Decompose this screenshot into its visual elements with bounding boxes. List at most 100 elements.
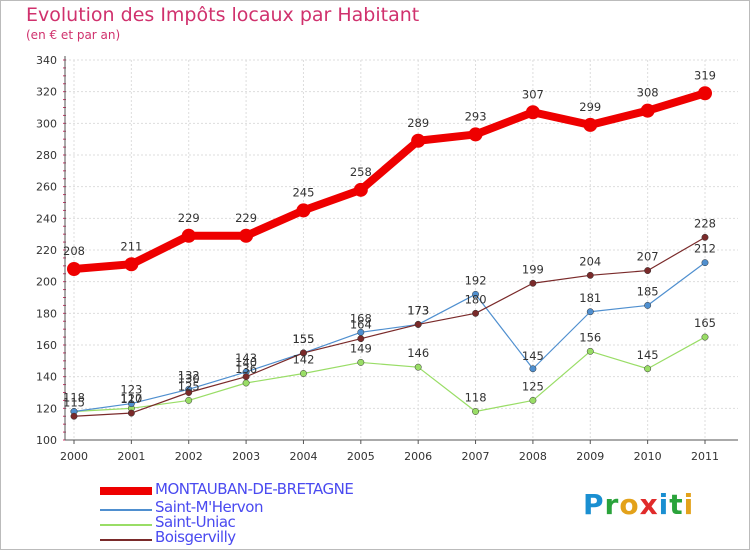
- data-label: 258: [350, 165, 372, 179]
- data-label: 117: [120, 392, 142, 406]
- data-label: 146: [407, 346, 429, 360]
- data-label: 289: [407, 116, 429, 130]
- data-label: 185: [637, 284, 659, 298]
- data-point: [242, 379, 250, 387]
- data-point: [67, 262, 81, 276]
- legend-swatch: [100, 509, 152, 511]
- data-label: 319: [694, 68, 716, 82]
- data-point: [583, 117, 598, 132]
- x-tick-label: 2010: [634, 450, 662, 463]
- data-label: 130: [178, 372, 200, 386]
- data-label: 168: [350, 311, 372, 325]
- series-lines: [67, 86, 712, 420]
- y-tick-label: 200: [36, 276, 57, 289]
- data-point: [586, 308, 594, 316]
- data-point: [414, 363, 422, 371]
- data-point: [468, 127, 483, 142]
- axes: 100 120 140 160 180 200 220 240 260 280 300 320 340 2…: [36, 54, 738, 463]
- data-point: [529, 279, 537, 287]
- data-point: [529, 365, 537, 373]
- grid-lines: [65, 59, 738, 441]
- data-point: [185, 389, 193, 396]
- data-point: [70, 412, 78, 420]
- data-label: 181: [579, 291, 601, 305]
- data-label: 173: [407, 303, 429, 317]
- data-label: 229: [235, 211, 257, 225]
- data-point: [529, 396, 537, 404]
- data-point: [414, 320, 422, 328]
- y-tick-label: 100: [36, 434, 57, 447]
- data-label: 145: [522, 349, 544, 363]
- data-point: [472, 408, 479, 415]
- data-point: [472, 290, 479, 298]
- y-tick-label: 280: [36, 149, 57, 162]
- y-tick-label: 120: [36, 402, 57, 415]
- data-point: [644, 301, 652, 309]
- data-point: [525, 105, 540, 120]
- series-line: [73, 236, 706, 417]
- data-label: 199: [522, 262, 544, 276]
- data-label: 307: [522, 87, 544, 101]
- data-label: 136: [235, 362, 257, 376]
- data-point: [239, 228, 254, 243]
- data-point: [698, 86, 712, 101]
- data-point: [357, 358, 365, 366]
- data-point: [127, 409, 135, 417]
- x-tick-label: 2006: [404, 450, 432, 463]
- data-point: [127, 400, 135, 408]
- data-label: 140: [235, 356, 257, 370]
- series-line: [73, 262, 706, 413]
- y-tick-label: 340: [36, 54, 57, 67]
- chart-title: Evolution des Impôts locaux par Habitant: [26, 4, 420, 26]
- data-label: 211: [120, 239, 142, 253]
- data-label: 115: [63, 395, 85, 409]
- data-label: 207: [637, 250, 659, 264]
- y-tick-label: 160: [36, 339, 57, 352]
- data-point: [701, 233, 709, 241]
- legend-swatch: [100, 539, 152, 541]
- data-label: 204: [579, 254, 601, 268]
- y-tick-label: 300: [36, 117, 57, 130]
- data-label: 155: [292, 332, 314, 346]
- data-point: [296, 203, 311, 218]
- data-label: 145: [637, 348, 659, 362]
- x-tick-label: 2004: [289, 450, 317, 463]
- data-point: [472, 309, 479, 317]
- data-label: 165: [694, 316, 716, 330]
- data-point: [181, 228, 196, 243]
- data-point: [586, 347, 594, 355]
- legend-label: Boisgervilly: [155, 528, 236, 546]
- proxiti-logo: Proxiti: [583, 488, 694, 521]
- data-point: [124, 257, 139, 272]
- y-tick-label: 180: [36, 307, 57, 320]
- data-point: [644, 267, 652, 275]
- data-label: 149: [350, 341, 372, 355]
- x-tick-label: 2009: [576, 450, 604, 463]
- data-point: [701, 333, 709, 341]
- y-tick-label: 220: [36, 244, 57, 257]
- data-label: 180: [465, 292, 487, 306]
- logo-letter: i: [683, 488, 695, 521]
- data-label: 208: [63, 244, 85, 258]
- data-label: 125: [522, 379, 544, 393]
- data-label: 123: [120, 383, 142, 397]
- data-point: [701, 259, 709, 267]
- data-label: 228: [694, 216, 716, 230]
- y-tick-label: 140: [36, 371, 57, 384]
- data-label: 293: [465, 109, 487, 123]
- legend-label: Saint-Uniac: [155, 513, 236, 531]
- x-tick-label: 2000: [60, 450, 88, 463]
- data-label: 118: [465, 391, 487, 405]
- series-line: [73, 336, 706, 413]
- data-point: [353, 182, 368, 197]
- data-point: [357, 335, 365, 343]
- legend-swatch: [100, 524, 152, 526]
- x-tick-label: 2001: [117, 450, 145, 463]
- data-label: 156: [579, 330, 601, 344]
- logo-letter: P: [583, 488, 605, 521]
- data-label: 164: [350, 318, 372, 332]
- x-tick-label: 2011: [691, 450, 719, 463]
- legend-label: Saint-M'Hervon: [155, 498, 263, 516]
